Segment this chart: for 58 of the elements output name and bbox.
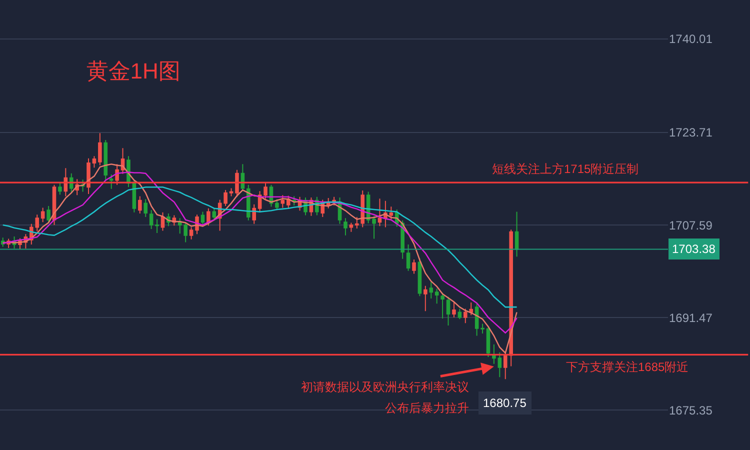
annotation: 1680.75 <box>483 396 527 410</box>
candlestick <box>440 292 444 320</box>
candlestick <box>229 188 234 197</box>
candlestick <box>149 210 154 230</box>
candlestick <box>200 211 205 227</box>
candlestick <box>98 132 102 166</box>
candlestick <box>480 323 484 334</box>
candlestick <box>446 296 450 326</box>
annotation: 初请数据以及欧洲央行利率决议 <box>301 380 469 394</box>
ref-line-label: 短线关注上方1715附近压制 <box>492 162 639 176</box>
line-series <box>2 186 518 308</box>
candlestick <box>412 258 416 274</box>
candlestick <box>424 285 428 312</box>
candlestick <box>280 194 285 208</box>
ref-line-label: 1703.38 <box>672 242 716 256</box>
candlestick <box>46 206 50 224</box>
candlestick <box>452 301 456 318</box>
y-tick-label: 1723.71 <box>669 126 713 140</box>
candlestick <box>464 308 468 324</box>
candlestick <box>378 198 382 227</box>
y-tick-label: 1675.35 <box>669 403 713 418</box>
candlestick <box>389 206 394 220</box>
candlestick <box>252 204 256 224</box>
y-tick-label: 1691.47 <box>669 310 713 325</box>
candlestick <box>160 212 165 232</box>
candlestick <box>349 222 354 232</box>
text: 黄金1H图 <box>86 58 180 84</box>
candlestick <box>206 208 210 226</box>
candlestick <box>40 207 45 223</box>
candlestick <box>235 169 239 198</box>
candlestick <box>155 218 159 234</box>
candlestick <box>498 352 502 378</box>
candlestick <box>58 182 62 196</box>
candlestick <box>109 174 114 190</box>
y-tick-label: 1707.59 <box>669 218 713 232</box>
candlestick <box>492 344 496 364</box>
ref-line-label: 下方支撑关注1685附近 <box>566 360 689 374</box>
candlestick <box>144 198 148 218</box>
candlestick <box>104 140 108 180</box>
candlestick <box>474 302 479 336</box>
candlestick <box>212 208 216 221</box>
annotation: 公布后暴力拉升 <box>385 401 469 415</box>
candlestick <box>434 288 439 304</box>
candlestick <box>344 218 348 236</box>
candlestick <box>458 308 462 320</box>
candlestick <box>514 211 519 258</box>
candlestick <box>92 156 96 168</box>
candlestick <box>138 196 142 214</box>
candlestick <box>469 302 474 316</box>
candlestick <box>115 164 119 186</box>
y-tick-label: 1740.01 <box>669 32 713 46</box>
candlestick <box>429 281 434 299</box>
candlestick <box>486 326 490 358</box>
candlestick <box>264 182 268 200</box>
candlestick <box>406 244 410 272</box>
candlestick <box>275 198 279 211</box>
candlestick <box>372 215 376 240</box>
candlestick <box>189 226 194 240</box>
